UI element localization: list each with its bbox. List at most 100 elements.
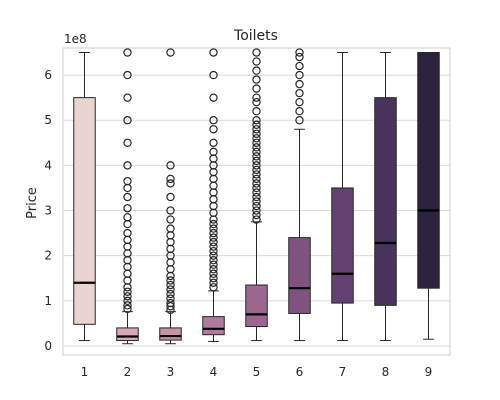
outlier-point — [166, 206, 175, 215]
outlier-point — [123, 292, 132, 301]
x-tick-label: 8 — [382, 365, 390, 379]
outlier-point — [209, 195, 218, 204]
outlier-point — [123, 116, 132, 125]
outlier-point — [252, 75, 261, 84]
outlier-point — [209, 246, 218, 256]
outlier-point — [166, 294, 175, 303]
outlier-point — [252, 57, 261, 66]
outlier-point — [252, 129, 261, 138]
outlier-point — [252, 201, 261, 211]
box-2 — [116, 48, 139, 345]
outlier-point — [123, 176, 132, 186]
outlier-point — [166, 280, 175, 290]
box-iqr — [245, 284, 268, 328]
box-8 — [374, 52, 397, 342]
outlier-point — [209, 188, 218, 197]
y-axis-label: Price — [25, 187, 40, 219]
outlier-point — [166, 276, 175, 285]
outlier-point — [209, 174, 218, 184]
plot-area-frame — [62, 47, 451, 356]
x-tick-labels: 1 2 3 4 5 6 7 8 9 — [81, 365, 433, 379]
outlier-point — [209, 125, 218, 134]
outlier-point — [209, 138, 218, 148]
outlier-point — [123, 219, 132, 229]
outlier-point — [166, 289, 175, 299]
outlier-point — [209, 93, 218, 102]
box-iqr — [159, 327, 182, 341]
outlier-point — [252, 210, 261, 220]
outlier-point — [209, 154, 218, 163]
outlier-point — [252, 138, 261, 148]
outlier-point — [166, 161, 175, 170]
outlier-point — [166, 174, 175, 184]
outlier-point — [252, 116, 261, 125]
outlier-point — [166, 237, 175, 247]
outlier-point — [252, 134, 261, 143]
x-tick-label: 5 — [253, 365, 261, 379]
outlier-point — [252, 93, 261, 102]
x-tick-label: 4 — [210, 365, 218, 379]
outlier-point — [166, 48, 175, 57]
outlier-point — [123, 204, 132, 213]
outlier-point — [252, 197, 261, 206]
outlier-point — [123, 161, 132, 170]
outlier-point — [166, 192, 175, 202]
box-7 — [331, 52, 354, 342]
outlier-point — [252, 192, 261, 202]
outlier-point — [123, 242, 132, 251]
x-tick-label: 9 — [425, 365, 433, 379]
box-series — [73, 48, 440, 345]
outlier-point — [209, 116, 218, 125]
outlier-point — [123, 301, 132, 310]
outlier-point — [252, 66, 261, 75]
outlier-point — [209, 269, 218, 278]
outlier-point — [252, 156, 261, 166]
y-tick-label: 4 — [44, 158, 52, 172]
outlier-point — [209, 251, 218, 260]
outlier-point — [209, 237, 218, 247]
outlier-point — [295, 52, 304, 62]
outlier-point — [209, 283, 218, 292]
outlier-point — [252, 174, 261, 184]
outlier-point — [209, 224, 218, 233]
outlier-point — [123, 255, 132, 265]
box-iqr — [374, 97, 397, 306]
outlier-point — [252, 170, 261, 179]
outlier-point — [209, 147, 218, 157]
outlier-point — [252, 206, 261, 215]
outlier-point — [209, 215, 218, 224]
outlier-point — [166, 231, 175, 240]
outlier-point — [252, 215, 261, 224]
outlier-point — [295, 107, 304, 116]
outlier-point — [209, 265, 218, 274]
outlier-point — [295, 97, 304, 107]
outlier-point — [209, 219, 218, 229]
outlier-point — [166, 285, 175, 294]
x-tick-label: 7 — [339, 365, 347, 379]
outlier-point — [123, 304, 132, 314]
outlier-point — [166, 244, 175, 254]
outlier-point — [252, 147, 261, 157]
y-tick-label: 1 — [44, 294, 52, 308]
x-tick-label: 2 — [124, 365, 132, 379]
outlier-point — [209, 278, 218, 287]
outlier-point — [295, 79, 304, 89]
outlier-point — [166, 265, 175, 274]
outlier-point — [252, 143, 261, 152]
outlier-point — [123, 228, 132, 238]
outlier-point — [252, 48, 261, 57]
outlier-point — [252, 120, 261, 129]
x-tick-label: 1 — [81, 365, 89, 379]
outlier-point — [166, 298, 175, 308]
box-1 — [73, 52, 96, 342]
outlier-point — [295, 88, 304, 98]
outlier-point — [123, 192, 132, 202]
outlier-point — [123, 235, 132, 245]
box-6 — [288, 48, 311, 342]
outlier-point — [166, 215, 175, 224]
outlier-point — [252, 161, 261, 170]
outlier-point — [252, 152, 261, 161]
outlier-point — [123, 213, 132, 222]
outlier-point — [123, 283, 132, 292]
